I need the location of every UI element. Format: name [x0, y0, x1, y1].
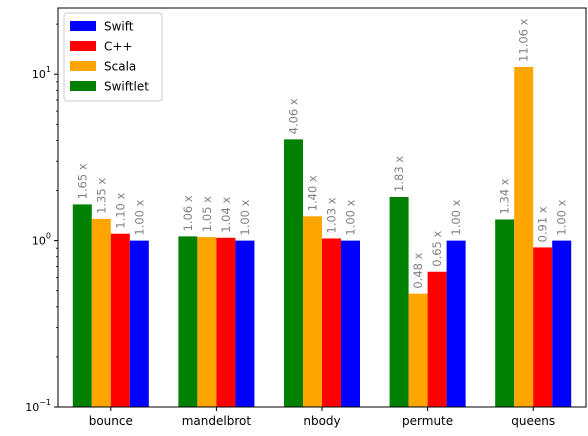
legend-label: Swiftlet: [104, 80, 149, 94]
bar: [72, 204, 92, 407]
y-tick-label: 10−1: [25, 398, 51, 414]
bar: [341, 240, 361, 407]
bar-value-label: 1.00 x: [132, 199, 146, 235]
x-tick-label: permute: [402, 414, 453, 428]
bar: [514, 66, 534, 407]
legend-swatch: [70, 21, 96, 31]
bar-value-label: 1.06 x: [181, 195, 195, 231]
x-tick-label: queens: [511, 414, 555, 428]
bar: [495, 219, 515, 407]
bar: [129, 240, 149, 407]
bars-group: [72, 66, 572, 407]
x-tick-label: bounce: [89, 414, 133, 428]
x-tick-label: mandelbrot: [182, 414, 252, 428]
x-axis: bounce mandelbrot nbody permute queens: [89, 407, 555, 428]
bar: [446, 240, 466, 407]
bar-value-label: 1.10 x: [113, 192, 127, 228]
bar-value-label: 1.05 x: [200, 196, 214, 232]
bar: [389, 196, 409, 407]
bar: [197, 237, 217, 407]
legend-label: C++: [104, 40, 133, 54]
bar-value-label: 1.65 x: [75, 163, 89, 199]
bar: [408, 293, 428, 407]
bar-value-label: 0.65 x: [430, 230, 444, 266]
bar: [235, 240, 255, 407]
bar: [427, 271, 447, 407]
y-tick-label: 101: [32, 65, 51, 81]
bar: [283, 139, 303, 407]
bar-value-label: 0.91 x: [536, 206, 550, 242]
bar: [91, 218, 111, 407]
bar-value-label: 1.00 x: [344, 199, 358, 235]
bar-value-label: 4.06 x: [286, 98, 300, 134]
legend-label: Scala: [104, 60, 136, 74]
bar-value-label: 1.34 x: [498, 178, 512, 214]
bar-value-label: 1.83 x: [392, 156, 406, 192]
bar-value-label: 1.03 x: [325, 197, 339, 233]
legend: Swift C++ Scala Swiftlet: [63, 12, 163, 102]
y-axis: 10−1 100 101: [25, 23, 58, 414]
bar-value-label: 1.00 x: [555, 199, 569, 235]
bar-value-label: 1.00 x: [238, 199, 252, 235]
y-tick-label: 100: [32, 232, 51, 248]
legend-swatch: [70, 81, 96, 91]
bar: [552, 240, 572, 407]
bar-value-label: 11.06 x: [517, 18, 531, 62]
bar: [216, 237, 236, 407]
bar-labels-group: 1.65 x 1.35 x 1.10 x 1.00 x 1.06 x 1.05 x 1.04…: [75, 18, 568, 288]
legend-swatch: [70, 61, 96, 71]
bar: [178, 236, 198, 407]
bar-value-label: 0.48 x: [411, 252, 425, 288]
legend-box: [63, 12, 163, 102]
bar: [110, 233, 130, 407]
bar-value-label: 1.40 x: [305, 175, 319, 211]
bar-value-label: 1.00 x: [449, 199, 463, 235]
x-tick-label: nbody: [303, 414, 340, 428]
bar: [322, 238, 342, 407]
bar-value-label: 1.35 x: [94, 178, 108, 214]
legend-label: Swift: [104, 20, 134, 34]
legend-swatch: [70, 41, 96, 51]
bar: [533, 247, 553, 407]
bar-value-label: 1.04 x: [219, 197, 233, 233]
bar: [302, 216, 322, 407]
